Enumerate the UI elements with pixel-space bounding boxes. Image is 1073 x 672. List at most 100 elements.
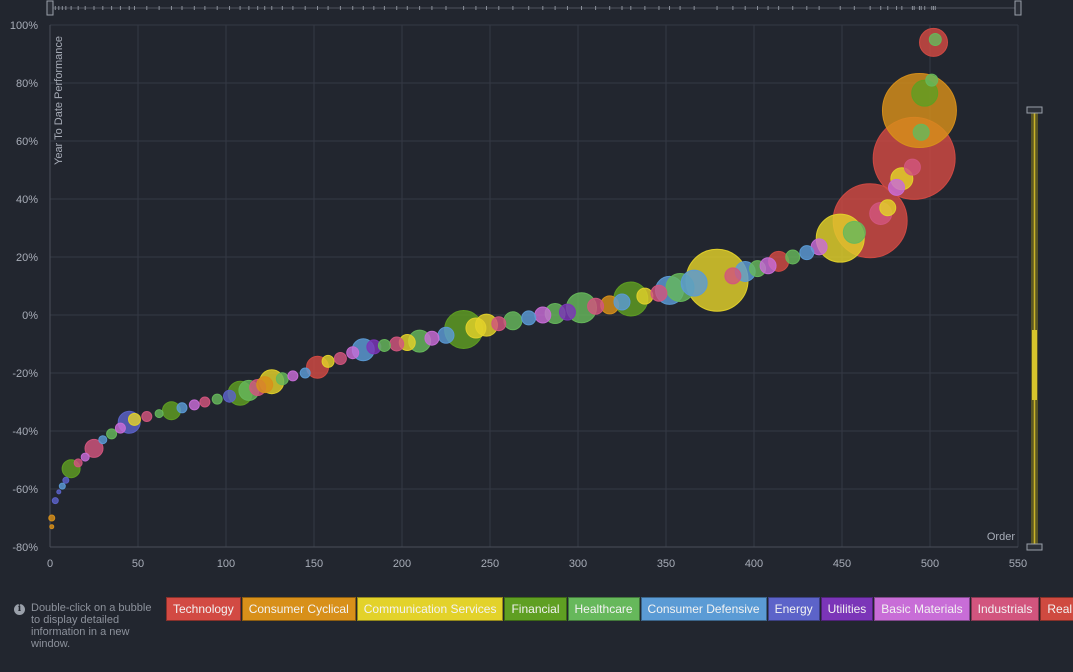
bubble-basic-materials[interactable]: [534, 306, 552, 324]
bubble-basic-materials[interactable]: [287, 370, 299, 382]
bubble-consumer-defensive[interactable]: [299, 367, 311, 379]
bubble-consumer-defensive[interactable]: [98, 435, 108, 445]
bubble-communication-services[interactable]: [465, 317, 487, 339]
bubble-communication-services[interactable]: [636, 287, 654, 305]
x-tick-label: 150: [305, 558, 323, 570]
bubble-basic-materials[interactable]: [424, 330, 440, 346]
bubble-basic-materials[interactable]: [346, 346, 360, 360]
bubble-energy[interactable]: [223, 389, 237, 403]
bubble-communication-services[interactable]: [321, 354, 335, 368]
legend-item-basic-materials[interactable]: Basic Materials: [874, 597, 970, 621]
x-axis-ticks: 0 50 100 150 200 250 300 350 400 450 500 550: [47, 558, 1027, 570]
x-range-navigator[interactable]: [46, 0, 1022, 16]
bubble-consumer-defensive[interactable]: [176, 402, 188, 414]
x-tick-label: 500: [921, 558, 939, 570]
bubble-industrials[interactable]: [84, 438, 104, 458]
chart-grid: [49, 24, 1019, 548]
bubble-consumer-defensive[interactable]: [437, 326, 455, 344]
x-tick-label: 300: [569, 558, 587, 570]
y-tick-label: 80%: [16, 78, 38, 90]
bubble-industrials[interactable]: [333, 352, 347, 365]
bubble-financial[interactable]: [911, 79, 939, 107]
y-tick-label: 0%: [22, 310, 38, 322]
bubble-industrials[interactable]: [587, 297, 605, 315]
x-tick-label: 0: [47, 558, 53, 570]
legend-item-utilities[interactable]: Utilities: [820, 597, 874, 621]
y-tick-label: -60%: [12, 484, 38, 496]
bubble-healthcare[interactable]: [377, 338, 391, 352]
legend-item-industrials[interactable]: Industrials: [970, 597, 1040, 621]
bubble-consumer-defensive[interactable]: [613, 293, 631, 311]
bubble-consumer-defensive[interactable]: [680, 269, 708, 297]
x-tick-label: 50: [132, 558, 144, 570]
x-tick-label: 250: [481, 558, 499, 570]
x-tick-label: 200: [393, 558, 411, 570]
x-tick-label: 100: [217, 558, 235, 570]
bubble-basic-materials[interactable]: [888, 178, 906, 196]
y-tick-label: -20%: [12, 368, 38, 380]
legend-item-energy[interactable]: Energy: [767, 597, 820, 621]
bubble-energy[interactable]: [56, 489, 62, 495]
bubble-industrials[interactable]: [141, 411, 153, 422]
y-tick-label: 100%: [10, 20, 38, 32]
bubble-industrials[interactable]: [389, 336, 405, 352]
bubble-chart: 0 50 100 150 200 250 300 350 400 450 500 550 -80% -6…: [10, 0, 1043, 570]
bubble-consumer-cyclical[interactable]: [49, 524, 55, 530]
bubble-communication-services[interactable]: [127, 412, 141, 426]
legend-item-real-estate[interactable]: Real Estate: [1040, 597, 1073, 621]
bubble-healthcare[interactable]: [912, 123, 930, 141]
bubble-industrials[interactable]: [491, 316, 507, 332]
bubble-energy[interactable]: [51, 497, 59, 505]
bubble-industrials[interactable]: [73, 458, 83, 468]
bubble-consumer-cyclical[interactable]: [48, 514, 56, 522]
bubble-consumer-cyclical[interactable]: [256, 376, 274, 394]
bubble-industrials[interactable]: [724, 267, 742, 285]
bubble-layer[interactable]: [48, 27, 957, 530]
x-tick-label: 350: [657, 558, 675, 570]
x-range-handle-right[interactable]: [1014, 0, 1022, 16]
y-range-handle-top[interactable]: [1026, 106, 1043, 114]
info-icon: i: [14, 604, 25, 615]
bubble-healthcare[interactable]: [154, 409, 164, 419]
legend-item-healthcare[interactable]: Healthcare: [567, 597, 640, 621]
bubble-industrials[interactable]: [650, 284, 668, 302]
bubble-healthcare[interactable]: [842, 220, 866, 244]
x-range-handle-left[interactable]: [46, 0, 54, 16]
bubble-healthcare[interactable]: [503, 311, 523, 331]
y-range-navigator[interactable]: [1026, 106, 1043, 551]
sector-legend: Technology Consumer Cyclical Communication…: [166, 597, 1073, 621]
bubble-healthcare[interactable]: [106, 428, 118, 440]
y-tick-label: 40%: [16, 194, 38, 206]
bubble-utilities[interactable]: [558, 303, 576, 321]
info-note: i Double-click on a bubble to display de…: [14, 602, 154, 650]
bubble-communication-services[interactable]: [879, 199, 897, 217]
bubble-industrials[interactable]: [903, 158, 921, 176]
bubble-consumer-defensive[interactable]: [58, 482, 66, 490]
x-tick-label: 550: [1009, 558, 1027, 570]
bubble-basic-materials[interactable]: [759, 257, 777, 275]
legend-item-technology[interactable]: Technology: [166, 597, 241, 621]
y-axis-ticks: -80% -60% -40% -20% 0% 20% 40% 60% 80% 100%: [10, 20, 38, 554]
bubble-healthcare[interactable]: [275, 372, 289, 386]
bubble-healthcare[interactable]: [928, 33, 942, 46]
bubble-basic-materials[interactable]: [114, 422, 126, 434]
bubble-industrials[interactable]: [199, 396, 211, 408]
y-tick-label: -40%: [12, 426, 38, 438]
y-range-handle-bottom[interactable]: [1026, 543, 1043, 551]
legend-item-consumer-cyclical[interactable]: Consumer Cyclical: [241, 597, 356, 621]
bubble-healthcare[interactable]: [785, 249, 801, 265]
bubble-basic-materials[interactable]: [80, 452, 90, 462]
y-tick-label: -80%: [12, 542, 38, 554]
legend-item-consumer-defensive[interactable]: Consumer Defensive: [640, 597, 767, 621]
legend-item-financial[interactable]: Financial: [504, 597, 567, 621]
bubble-consumer-defensive[interactable]: [521, 310, 537, 326]
x-tick-label: 400: [745, 558, 763, 570]
bubble-basic-materials[interactable]: [188, 399, 200, 411]
bubble-healthcare[interactable]: [211, 393, 223, 405]
bubble-consumer-defensive[interactable]: [799, 245, 815, 261]
legend-item-communication-services[interactable]: Communication Services: [356, 597, 504, 621]
y-tick-label: 20%: [16, 252, 38, 264]
bubble-energy[interactable]: [62, 476, 70, 484]
bubble-healthcare[interactable]: [925, 73, 939, 87]
y-tick-label: 60%: [16, 136, 38, 148]
